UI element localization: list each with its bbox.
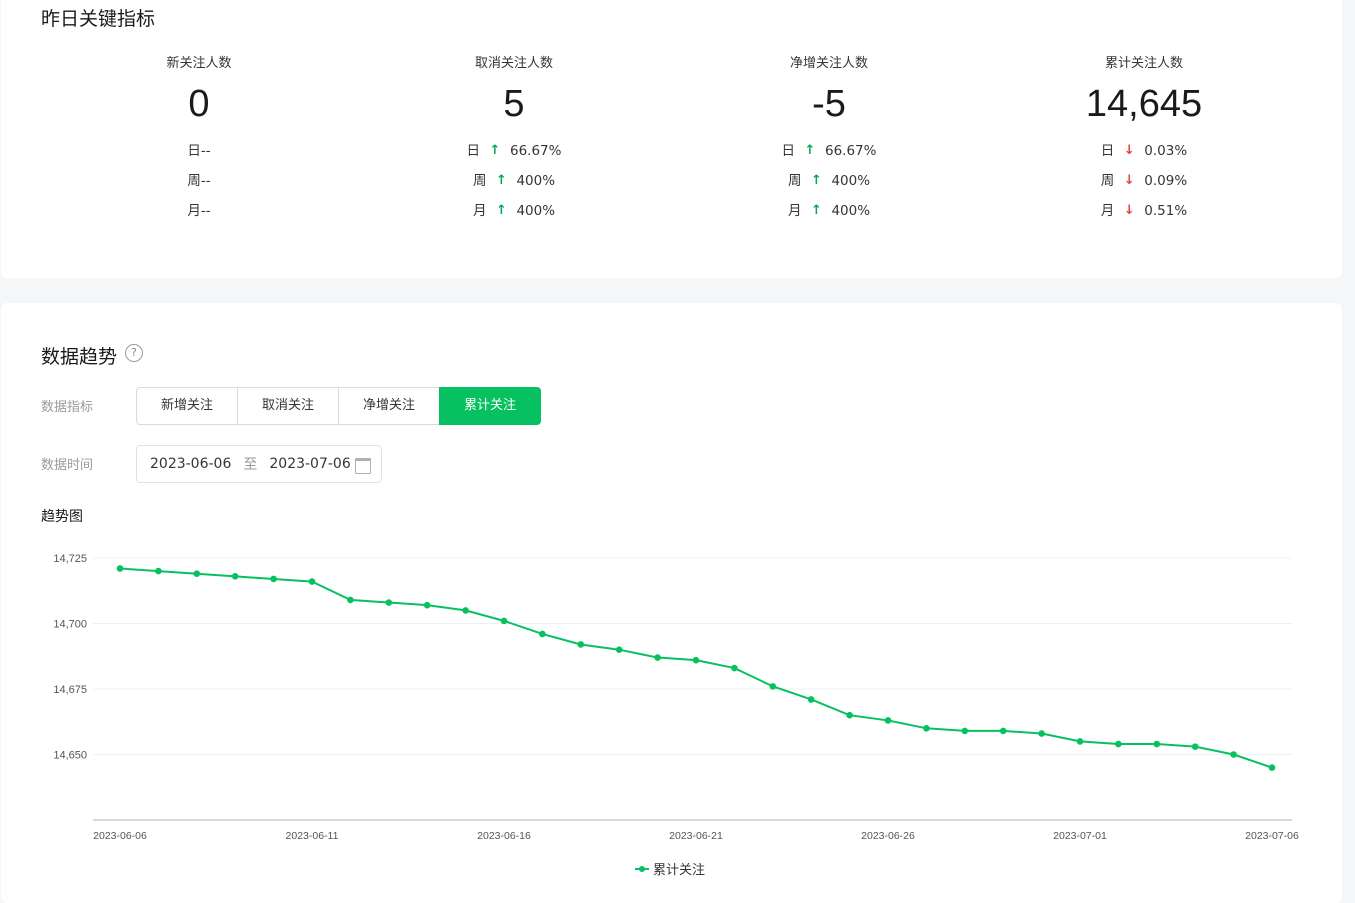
kpi-row-week: 周 ↑ 400% bbox=[354, 166, 674, 196]
data-trend-card: 数据趋势 ? 数据指标 新增关注 取消关注 净增关注 累计关注 数据时间 202… bbox=[1, 303, 1342, 903]
x-tick-label: 2023-06-11 bbox=[286, 830, 339, 842]
data-point bbox=[1038, 730, 1045, 737]
x-tick-label: 2023-06-06 bbox=[93, 830, 147, 842]
data-point bbox=[231, 573, 239, 580]
data-point bbox=[807, 696, 815, 703]
date-range-picker[interactable]: 2023-06-06 至 2023-07-06 bbox=[136, 445, 382, 483]
data-point bbox=[116, 565, 124, 572]
kpi-row-month: 月 ↑ 400% bbox=[354, 196, 674, 226]
data-point bbox=[654, 654, 661, 661]
data-point bbox=[155, 567, 162, 575]
data-point bbox=[1230, 751, 1237, 758]
arrow-down-icon: ↓ bbox=[1123, 143, 1135, 158]
kpi-row-month: 月 ↓ 0.51% bbox=[984, 196, 1304, 226]
kpi-row-day: 日-- bbox=[187, 143, 211, 159]
arrow-up-icon: ↑ bbox=[810, 173, 822, 188]
x-tick-label: 2023-07-01 bbox=[1053, 830, 1107, 842]
kpi-row-day: 日 ↑ 66.67% bbox=[669, 136, 989, 166]
kpi-label: 新关注人数 bbox=[166, 56, 232, 71]
y-tick-label: 14,650 bbox=[53, 750, 87, 762]
data-point bbox=[1191, 743, 1199, 750]
data-point bbox=[846, 711, 853, 719]
kpi-row-day: 日 ↓ 0.03% bbox=[984, 136, 1304, 166]
chart-legend[interactable]: 累计关注 bbox=[635, 859, 705, 878]
data-point bbox=[385, 599, 393, 606]
data-point bbox=[347, 596, 354, 604]
x-tick-label: 2023-07-06 bbox=[1245, 830, 1299, 842]
kpi-label: 取消关注人数 bbox=[474, 56, 553, 71]
chart-title: 趋势图 bbox=[41, 509, 83, 525]
calendar-icon[interactable] bbox=[355, 458, 371, 474]
kpi-unfollowers: 取消关注人数 5 日 ↑ 66.67% 周 ↑ 400% 月 ↑ 400% bbox=[354, 54, 674, 226]
data-point bbox=[1153, 740, 1161, 748]
data-point bbox=[577, 641, 585, 648]
date-start-input[interactable]: 2023-06-06 bbox=[150, 456, 232, 472]
arrow-down-icon: ↓ bbox=[1123, 173, 1135, 188]
tab-total-follow[interactable]: 累计关注 bbox=[439, 387, 541, 425]
kpi-row-day: 日 ↑ 66.67% bbox=[354, 136, 674, 166]
data-point bbox=[769, 683, 777, 690]
data-point bbox=[884, 717, 892, 724]
tab-new-follow[interactable]: 新增关注 bbox=[136, 387, 238, 425]
data-point bbox=[1076, 738, 1084, 745]
kpi-row-week: 周 ↓ 0.09% bbox=[984, 166, 1304, 196]
data-point bbox=[1268, 764, 1276, 771]
key-metrics-title: 昨日关键指标 bbox=[41, 8, 156, 30]
arrow-up-icon: ↑ bbox=[489, 143, 501, 158]
date-end-input[interactable]: 2023-07-06 bbox=[269, 456, 351, 472]
x-tick-label: 2023-06-21 bbox=[669, 830, 723, 842]
x-tick-label: 2023-06-26 bbox=[861, 830, 915, 842]
kpi-row-month: 月-- bbox=[187, 203, 211, 219]
kpi-label: 累计关注人数 bbox=[1104, 56, 1183, 71]
kpi-value: 0 bbox=[188, 83, 210, 125]
tab-unfollow[interactable]: 取消关注 bbox=[237, 387, 339, 425]
y-tick-label: 14,700 bbox=[53, 619, 87, 631]
data-point bbox=[270, 575, 277, 583]
kpi-net-followers: 净增关注人数 -5 日 ↑ 66.67% 周 ↑ 400% 月 ↑ 400% bbox=[669, 54, 989, 226]
kpi-row-month: 月 ↑ 400% bbox=[669, 196, 989, 226]
data-point bbox=[539, 630, 546, 638]
kpi-value: 14,645 bbox=[1085, 83, 1203, 125]
data-point bbox=[308, 578, 316, 585]
kpi-new-followers: 新关注人数 0 日-- 周-- 月-- bbox=[39, 54, 359, 226]
indicator-segmented-control: 新增关注 取消关注 净增关注 累计关注 bbox=[136, 387, 541, 425]
legend-label: 累计关注 bbox=[653, 863, 706, 878]
arrow-up-icon: ↑ bbox=[495, 203, 507, 218]
y-tick-label: 14,675 bbox=[53, 684, 87, 696]
data-point bbox=[999, 727, 1007, 735]
help-icon[interactable]: ? bbox=[125, 344, 143, 362]
data-point bbox=[462, 607, 469, 614]
data-point bbox=[615, 646, 623, 653]
data-point bbox=[193, 570, 201, 578]
arrow-down-icon: ↓ bbox=[1123, 203, 1135, 218]
kpi-value: -5 bbox=[812, 83, 846, 125]
kpi-row-week: 周-- bbox=[187, 173, 211, 189]
indicator-label: 数据指标 bbox=[41, 400, 94, 415]
series-line bbox=[119, 567, 1273, 769]
kpi-label: 净增关注人数 bbox=[789, 56, 868, 71]
time-label: 数据时间 bbox=[41, 458, 94, 473]
date-separator: 至 bbox=[243, 457, 258, 473]
kpi-total-followers: 累计关注人数 14,645 日 ↓ 0.03% 周 ↓ 0.09% 月 ↓ 0.51% bbox=[984, 54, 1304, 226]
data-point bbox=[692, 656, 700, 664]
data-point bbox=[961, 727, 969, 735]
arrow-up-icon: ↑ bbox=[810, 203, 822, 218]
data-trend-title: 数据趋势 bbox=[41, 346, 118, 368]
arrow-up-icon: ↑ bbox=[495, 173, 507, 188]
data-point bbox=[1115, 740, 1122, 748]
data-point bbox=[423, 601, 431, 609]
y-tick-label: 14,725 bbox=[53, 553, 87, 565]
trend-line-chart: 14,650 14,675 14,700 14,725 2023-06-06 2023-0… bbox=[53, 553, 1299, 842]
tab-net-follow[interactable]: 净增关注 bbox=[338, 387, 440, 425]
arrow-up-icon: ↑ bbox=[804, 143, 816, 158]
kpi-row-week: 周 ↑ 400% bbox=[669, 166, 989, 196]
x-tick-label: 2023-06-16 bbox=[477, 830, 531, 842]
data-point bbox=[923, 725, 930, 732]
key-metrics-card: 昨日关键指标 新关注人数 0 日-- 周-- 月-- 取消关注人数 5 日 ↑ 66… bbox=[1, 0, 1342, 278]
kpi-value: 5 bbox=[503, 83, 525, 125]
legend-line-dot-icon bbox=[635, 864, 649, 874]
data-point bbox=[731, 664, 738, 672]
data-point bbox=[500, 617, 508, 625]
